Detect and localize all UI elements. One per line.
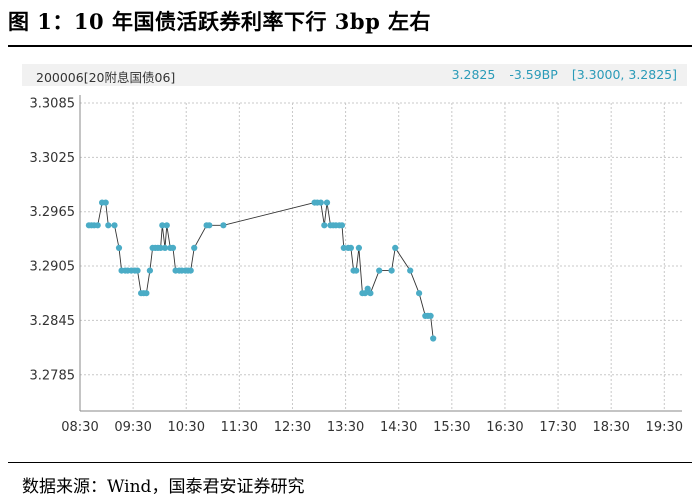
x-tick-label: 14:30 [380,420,417,435]
data-point [347,244,354,251]
data-point [340,244,347,251]
data-point [338,222,346,229]
x-tick-labels: 08:30 09:30 10:30 11:30 12:30 13:30 14:30 15:30… [61,420,683,435]
data-point [376,267,383,274]
data-point [143,290,150,297]
data-point [146,267,153,274]
title-rule [8,45,692,47]
grid [79,102,682,411]
axes [79,95,682,412]
source-rule [8,462,692,463]
data-point [134,267,141,274]
data-point [94,222,101,229]
y-tick-label: 3.2785 [30,368,76,383]
last-value: 3.2825 [451,67,496,82]
security-name: 200006[20附息国债06] [36,70,176,85]
data-point [416,290,423,297]
data-point [392,244,399,251]
change-value: -3.59BP [509,67,558,82]
data-point [191,244,198,251]
data-point [187,267,194,274]
x-tick-label: 09:30 [114,420,151,435]
data-point [430,335,437,342]
x-tick-label: 13:30 [327,420,364,435]
data-point [169,244,177,251]
data-point [105,222,112,229]
x-tick-label: 18:30 [592,420,629,435]
y-tick-label: 3.2905 [30,260,76,275]
y-tick-label: 3.2845 [30,314,76,329]
data-point [353,267,360,274]
data-point [111,222,118,229]
data-point [388,267,395,274]
data-point [220,222,227,229]
figure-title: 图 1：10 年国债活跃券利率下行 3bp 左右 [8,9,432,34]
data-point [206,222,213,229]
data-point [427,312,434,319]
x-tick-label: 12:30 [274,420,311,435]
x-tick-label: 16:30 [486,420,523,435]
data-point [159,222,166,229]
data-point [367,290,374,297]
x-tick-label: 19:30 [646,420,683,435]
data-point [163,222,170,229]
data-point [362,290,369,297]
data-point [364,285,371,292]
data-point [407,267,414,274]
data-point [157,244,164,251]
range-value: [3.3000, 3.2825] [571,67,677,82]
y-tick-label: 3.3025 [30,151,76,166]
y-tick-label: 3.2965 [30,205,76,220]
data-point [317,199,324,206]
data-point [355,244,362,251]
x-tick-label: 10:30 [168,420,205,435]
x-tick-label: 17:30 [539,420,576,435]
x-tick-label: 15:30 [433,420,470,435]
x-tick-label: 11:30 [221,420,258,435]
source-note: 数据来源：Wind，国泰君安证券研究 [22,477,305,497]
data-point [161,244,169,251]
quote-values: 3.2825 -3.59BP [3.3000, 3.2825] [438,67,677,82]
chart-header-bar: 200006[20附息国债06] 3.2825 -3.59BP [3.3000, 3… [22,64,687,86]
data-point [321,222,328,229]
y-tick-labels: 3.3085 3.3025 3.2965 3.2905 3.2845 3.2785 [30,97,76,384]
data-point [102,199,109,206]
y-tick-label: 3.3085 [30,97,76,112]
data-point [323,199,331,206]
data-point [115,244,123,251]
x-tick-label: 08:30 [61,420,98,435]
series [85,199,437,342]
